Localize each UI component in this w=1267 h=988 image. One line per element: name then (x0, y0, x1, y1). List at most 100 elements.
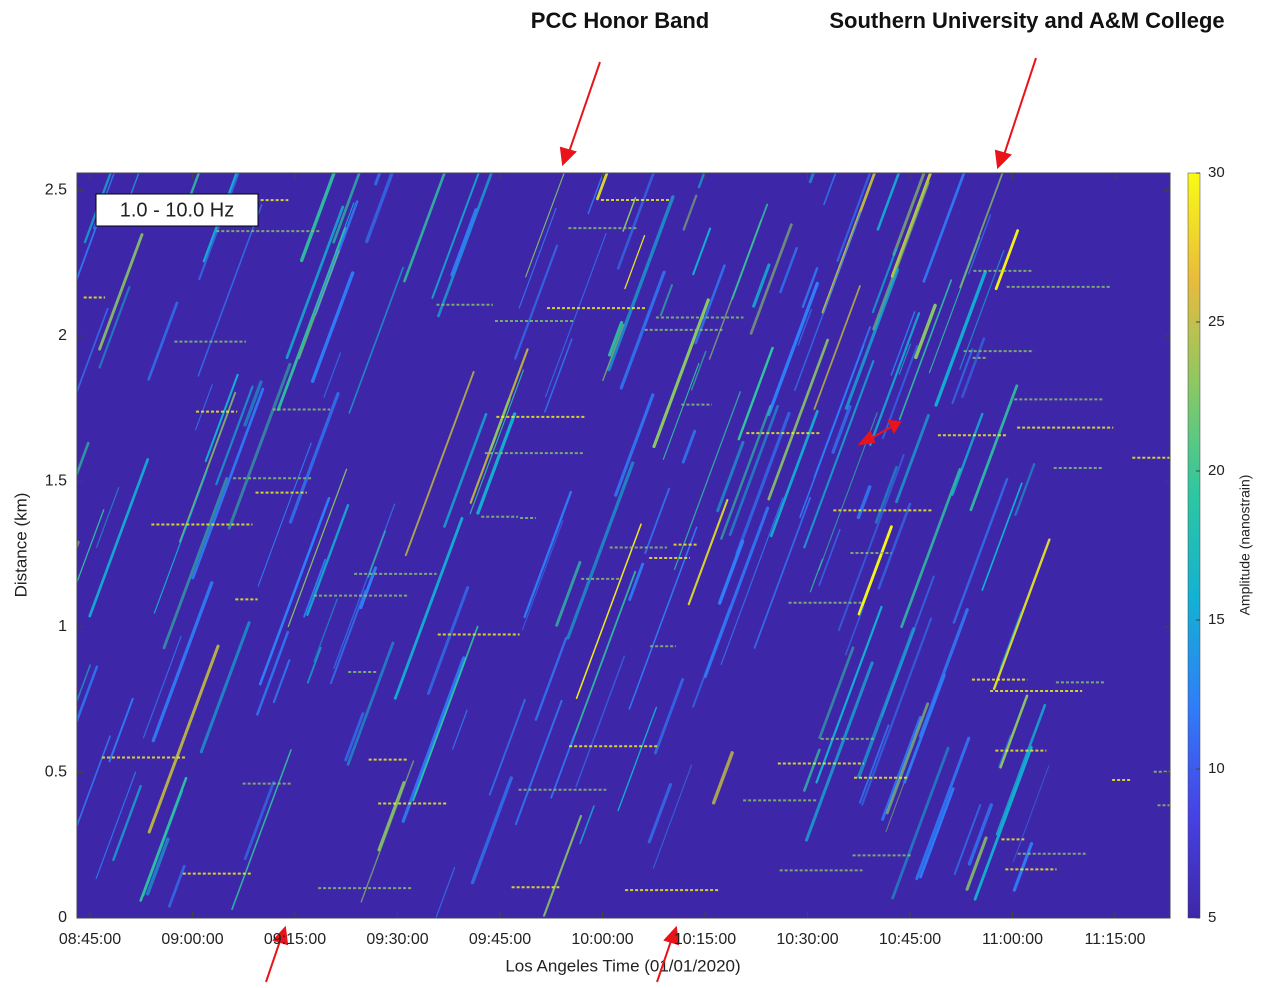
texture-streak (151, 581, 214, 743)
texture-streak (1014, 463, 1036, 516)
x-tick-label: 09:45:00 (469, 931, 531, 948)
texture-streak (403, 173, 446, 283)
texture-streak (731, 203, 769, 300)
texture-streak (227, 362, 292, 530)
texture-streak (673, 391, 741, 571)
texture-streak (860, 617, 933, 806)
texture-streak (348, 266, 404, 414)
texture-streak (797, 308, 813, 346)
texture-streak (965, 836, 988, 891)
x-tick-label: 11:00:00 (982, 931, 1043, 948)
texture-streak (687, 498, 729, 606)
texture-streak (88, 458, 150, 618)
texture-streak (799, 344, 865, 518)
texture-streak (877, 502, 912, 590)
texture-streak (153, 470, 208, 614)
texture-streak (108, 697, 134, 763)
texture-streak (804, 661, 874, 842)
texture-streak (168, 864, 186, 908)
texture-streak (521, 520, 564, 631)
texture-streak (914, 303, 937, 360)
texture-streak (276, 227, 347, 412)
x-tick-label: 10:45:00 (879, 931, 941, 948)
texture-streak (285, 205, 345, 360)
texture-streak (767, 281, 819, 417)
texture-streak (872, 181, 930, 331)
texture-streak (404, 371, 475, 557)
texture-streak (523, 490, 572, 619)
texture-streak (922, 173, 966, 283)
texture-streak (895, 414, 930, 504)
texture-streak (934, 270, 987, 407)
texture-streak (518, 207, 557, 309)
colorbar-tick-label: 15 (1208, 611, 1225, 628)
texture-streak (215, 385, 254, 486)
y-tick-label: 1 (58, 618, 67, 635)
texture-streak (359, 566, 378, 610)
texture-streak (401, 656, 466, 823)
texture-streak (1012, 765, 1050, 863)
texture-streak (77, 216, 101, 282)
panel-label-box (95, 193, 259, 227)
texture-streak (602, 324, 625, 382)
colorbar-tick-label: 20 (1208, 462, 1225, 479)
texture-streak (720, 497, 784, 666)
texture-streak (881, 344, 919, 440)
texture-streak (869, 312, 921, 446)
texture-streak (195, 384, 213, 431)
texture-streak (272, 659, 291, 704)
texture-streak (624, 234, 646, 290)
colorbar-tick-label: 25 (1208, 313, 1225, 330)
texture-streak (891, 746, 950, 900)
texture-streak (999, 694, 1029, 769)
texture-streak (794, 211, 862, 391)
texture-streak (346, 641, 395, 766)
texture-streak (412, 625, 479, 802)
texture-streak (892, 173, 926, 256)
texture-streak (767, 338, 830, 501)
texture-streak (544, 232, 607, 398)
texture-streak (918, 608, 969, 738)
texture-streak (692, 227, 712, 276)
texture-streak (619, 270, 666, 390)
y-tick-label: 2 (58, 327, 67, 344)
texture-streak (898, 279, 953, 421)
texture-streak (831, 405, 852, 454)
texture-streak (579, 805, 595, 845)
texture-streak (77, 664, 91, 704)
colorbar-tick-label: 10 (1208, 760, 1225, 777)
texture-streak (329, 589, 367, 685)
texture-streak (735, 411, 791, 556)
y-tick-label: 0 (58, 909, 67, 926)
texture-streak (953, 804, 982, 875)
plot-frame (76, 172, 1171, 919)
texture-streak (644, 487, 671, 555)
annotation: Southern University and A&M College (829, 8, 1224, 33)
texture-streak (682, 194, 698, 231)
texture-streak (628, 562, 645, 601)
texture-streak (716, 440, 745, 513)
texture-streak (617, 706, 658, 812)
texture-streak (77, 307, 109, 394)
texture-streak (162, 477, 229, 650)
texture-streak (77, 509, 105, 584)
texture-streak (575, 523, 642, 700)
texture-streak (890, 311, 916, 376)
texture-streak (258, 497, 331, 686)
texture-streak (323, 352, 341, 398)
texture-streak (98, 285, 131, 369)
texture-streak (77, 665, 99, 725)
x-tick-label: 09:15:00 (264, 931, 326, 948)
y-tick-label: 2.5 (45, 182, 67, 199)
texture-streak (876, 173, 901, 231)
x-tick-label: 09:00:00 (161, 931, 223, 948)
texture-streak (587, 173, 605, 215)
texture-streak (77, 735, 111, 828)
texture-streak (0, 203, 37, 345)
texture-streak (197, 203, 263, 377)
texture-streak (992, 538, 1051, 690)
texture-streak (139, 776, 188, 902)
texture-streak (393, 516, 464, 700)
texture-streak (818, 528, 841, 587)
texture-streak (145, 837, 170, 896)
